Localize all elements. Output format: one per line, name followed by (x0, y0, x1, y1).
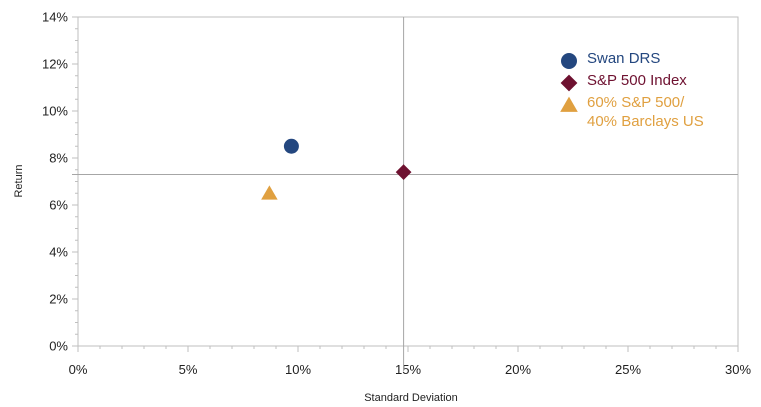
legend-marker-triangle (560, 96, 578, 112)
x-tick-label: 20% (505, 362, 531, 377)
legend-label: S&P 500 Index (587, 72, 687, 89)
legend-marker-circle (561, 53, 577, 69)
y-tick-label: 8% (49, 151, 68, 166)
data-point-circle (283, 138, 299, 154)
data-point-triangle (261, 185, 278, 200)
data-point-diamond (395, 164, 412, 180)
x-axis: 0% 5% 10% 15% 20% 25% 30% (69, 346, 751, 377)
reference-lines (72, 17, 738, 371)
x-tick-label: 5% (179, 362, 198, 377)
y-tick-label: 2% (49, 292, 68, 307)
legend-label: 60% S&P 500/ (587, 94, 685, 111)
y-tick-label: 6% (49, 198, 68, 213)
x-tick-label: 10% (285, 362, 311, 377)
y-tick-label: 12% (42, 57, 68, 72)
y-tick-label: 4% (49, 245, 68, 260)
x-tick-label: 30% (725, 362, 751, 377)
y-tick-label: 0% (49, 339, 68, 354)
y-tick-label: 10% (42, 104, 68, 119)
y-axis-title: Return (13, 164, 25, 197)
legend-label: Swan DRS (587, 50, 660, 67)
data-points (261, 138, 412, 200)
x-axis-title: Standard Deviation (364, 392, 458, 404)
x-tick-label: 0% (69, 362, 88, 377)
legend-label: 40% Barclays US (587, 113, 704, 130)
x-tick-label: 15% (395, 362, 421, 377)
legend-marker-diamond (560, 74, 578, 92)
x-tick-label: 25% (615, 362, 641, 377)
y-axis: 0% 2% 4% 6% 8% 10% 12% 14% (42, 10, 78, 354)
y-tick-label: 14% (42, 10, 68, 25)
legend: Swan DRS S&P 500 Index 60% S&P 500/40% Bar… (560, 50, 704, 130)
